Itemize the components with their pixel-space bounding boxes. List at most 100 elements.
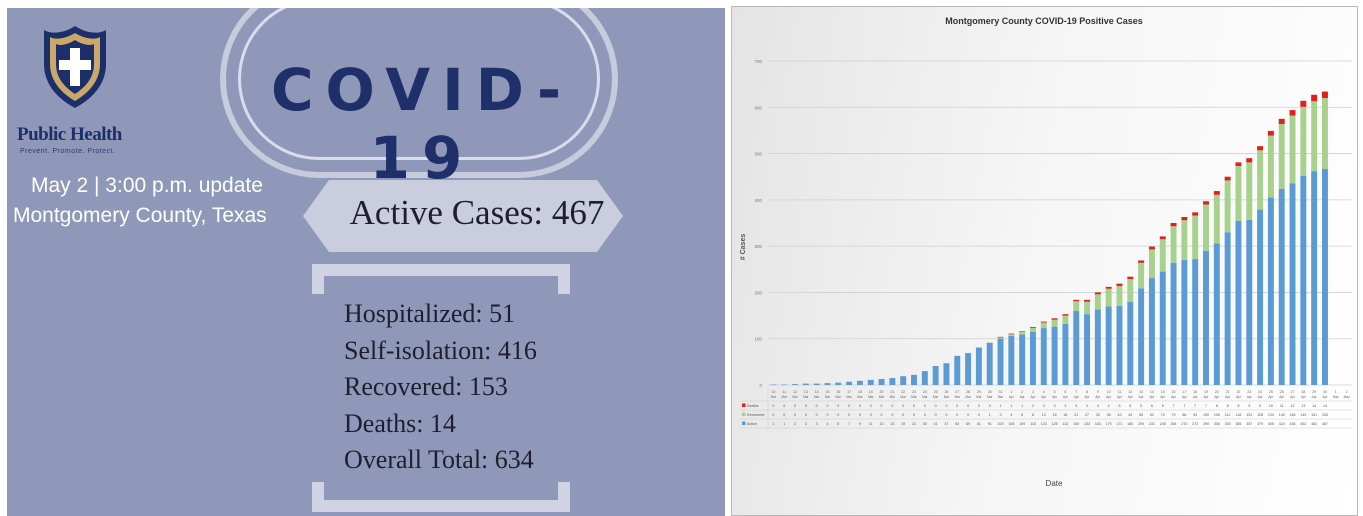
- table-value: 0: [848, 413, 850, 417]
- table-value: 134: [1268, 413, 1274, 417]
- bar-active: [921, 371, 928, 385]
- table-value: 0: [859, 404, 861, 408]
- x-tick-month: Apr: [1095, 395, 1101, 399]
- table-value: 0: [870, 404, 872, 408]
- bar-deaths: [1170, 223, 1177, 227]
- table-value: 55: [1139, 413, 1143, 417]
- bar-recovered: [1203, 204, 1209, 251]
- bar-deaths: [1084, 299, 1091, 302]
- x-tick-day: 8: [1086, 390, 1088, 394]
- bar-active: [1235, 220, 1242, 385]
- table-value: 146: [1290, 413, 1296, 417]
- bar-active: [1019, 334, 1026, 385]
- x-tick-day: 3: [1032, 390, 1034, 394]
- bar-deaths: [1267, 130, 1274, 136]
- x-tick-day: 15: [825, 390, 829, 394]
- x-tick-day: 20: [880, 390, 884, 394]
- x-tick-month: Apr: [1247, 395, 1253, 399]
- table-value: 0: [913, 404, 915, 408]
- stat-self-isolation: Self-isolation: 416: [344, 335, 537, 365]
- table-value: 405: [1268, 422, 1274, 426]
- table-value: 0: [945, 404, 947, 408]
- x-tick-month: Mar: [814, 395, 820, 399]
- table-value: 0: [967, 404, 969, 408]
- table-value: 38: [1107, 413, 1111, 417]
- x-tick-day: 12: [793, 390, 797, 394]
- table-value: 43: [1117, 413, 1121, 417]
- table-value: 3: [1000, 413, 1002, 417]
- bar-active: [1105, 306, 1112, 385]
- x-tick-month: Apr: [1128, 395, 1134, 399]
- table-value: 7: [1194, 404, 1196, 408]
- table-value: 379: [1257, 422, 1263, 426]
- table-value: 5: [1129, 404, 1131, 408]
- stats-list: Hospitalized: 51 Self-isolation: 416 Rec…: [344, 296, 537, 479]
- y-tick-label: 300: [754, 244, 762, 249]
- x-tick-day: 30: [1323, 390, 1327, 394]
- table-value: 123: [1041, 422, 1047, 426]
- bar-active: [835, 382, 842, 385]
- x-tick-month: Mar: [879, 395, 885, 399]
- table-value: 118: [1236, 413, 1242, 417]
- x-tick-month: Mar: [857, 395, 863, 399]
- x-tick-day: 1: [1335, 390, 1337, 394]
- table-value: 140: [1279, 413, 1285, 417]
- x-tick-month: Apr: [1171, 395, 1177, 399]
- bar-recovered: [1321, 98, 1328, 169]
- table-value: 306: [1214, 422, 1220, 426]
- table-value: 9: [1259, 404, 1261, 408]
- table-value: 330: [1225, 422, 1231, 426]
- x-tick-month: Apr: [1193, 395, 1199, 399]
- x-tick-month: Apr: [1052, 395, 1058, 399]
- table-value: 41: [934, 422, 938, 426]
- table-value: 6: [1151, 404, 1153, 408]
- stats-bracket-top: [312, 264, 570, 294]
- x-tick-day: 22: [901, 390, 905, 394]
- bar-active: [824, 383, 831, 385]
- table-value: 3: [816, 422, 818, 426]
- table-value: 0: [837, 404, 839, 408]
- x-tick-day: 9: [1097, 390, 1099, 394]
- x-tick-month: Mar: [933, 395, 939, 399]
- table-value: 21: [1074, 413, 1078, 417]
- y-tick-label: 500: [754, 152, 762, 157]
- bar-active: [997, 338, 1004, 385]
- x-tick-day: 7: [1075, 390, 1077, 394]
- table-value: 1: [1010, 404, 1012, 408]
- table-value: 0: [837, 413, 839, 417]
- bar-deaths: [1159, 236, 1166, 240]
- table-value: 3: [1075, 404, 1077, 408]
- table-value: 126: [1052, 422, 1058, 426]
- x-tick-month: Apr: [1106, 395, 1112, 399]
- table-value: 0: [881, 404, 883, 408]
- bar-recovered: [1051, 319, 1058, 327]
- bar-deaths: [1148, 246, 1155, 250]
- x-tick-month: Mar: [836, 395, 842, 399]
- bar-active: [911, 374, 917, 385]
- table-value: 10: [1269, 404, 1273, 408]
- x-tick-month: Apr: [1009, 395, 1015, 399]
- bar-recovered: [1224, 180, 1231, 233]
- bar-active: [867, 379, 874, 385]
- x-tick-month: Mar: [965, 395, 971, 399]
- bar-deaths: [1300, 100, 1307, 107]
- bar-deaths: [1246, 158, 1253, 163]
- table-value: 355: [1235, 422, 1241, 426]
- table-value: 0: [978, 404, 980, 408]
- x-tick-month: Mar: [781, 395, 787, 399]
- table-value: 115: [1030, 422, 1036, 426]
- table-value: 9: [859, 422, 861, 426]
- x-tick-day: 29: [1312, 390, 1316, 394]
- bar-deaths: [1257, 146, 1264, 151]
- bar-recovered: [1235, 166, 1242, 221]
- table-value: 69: [966, 422, 970, 426]
- x-tick-month: Apr: [1139, 395, 1145, 399]
- table-value: 5: [1140, 404, 1142, 408]
- title-pill-frame: [220, 8, 618, 178]
- table-value: 1: [1000, 404, 1002, 408]
- table-value: 0: [989, 404, 991, 408]
- x-tick-day: 24: [923, 390, 927, 394]
- bar-active: [1073, 310, 1080, 385]
- x-tick-month: Apr: [1322, 395, 1328, 399]
- x-tick-day: 16: [1172, 390, 1176, 394]
